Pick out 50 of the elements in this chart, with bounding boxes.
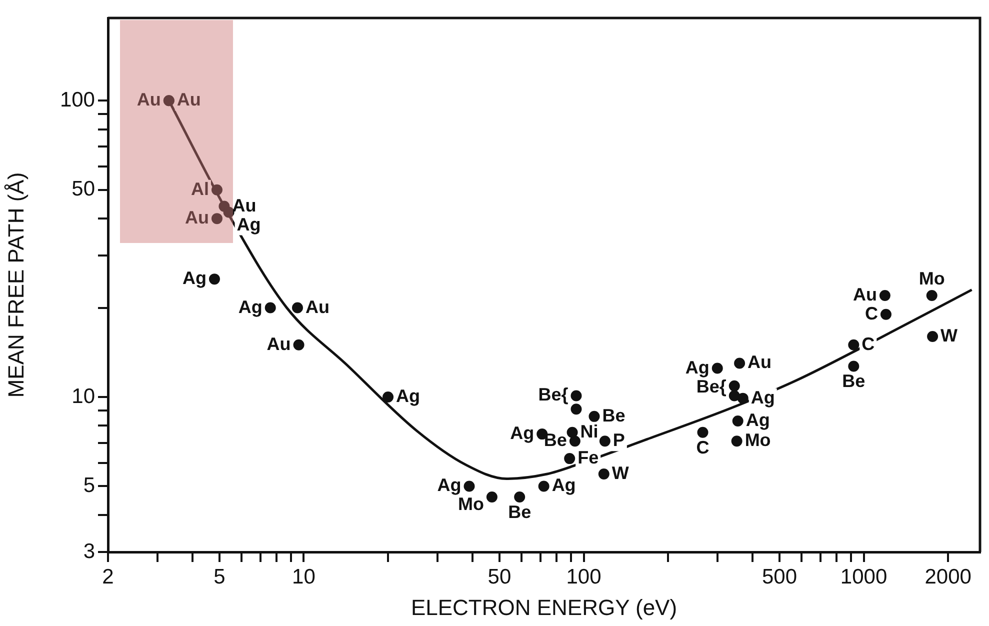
data-label: Au (176, 90, 201, 110)
data-label: C (696, 437, 710, 458)
data-label: Ag (396, 386, 420, 406)
data-label: Ag (238, 296, 262, 317)
data-label: Mo (744, 430, 771, 450)
data-label: Au (266, 334, 291, 354)
data-label: Be{ (538, 384, 568, 405)
data-label: Be (842, 371, 866, 392)
data-label: Au (232, 195, 256, 216)
data-label: Mo (458, 494, 484, 514)
data-label: Ni (580, 421, 598, 442)
data-label: Fe (578, 448, 599, 468)
data-label: W (612, 462, 629, 483)
data-label: Ag (236, 214, 261, 234)
data-label: Ag (510, 423, 534, 444)
data-label: Ag (750, 387, 775, 408)
data-label: C (864, 303, 878, 324)
data-label: Al (190, 178, 209, 199)
data-label: Be{ (696, 376, 726, 396)
data-label: W (940, 325, 958, 346)
data-label: Au (852, 284, 877, 304)
data-label: Ag (437, 475, 462, 496)
x-tick-label: 2000 (924, 565, 972, 588)
x-tick-label: 2 (102, 565, 114, 588)
x-tick-label: 500 (762, 565, 798, 588)
data-label: Be (508, 502, 532, 522)
y-tick-label: 50 (72, 178, 95, 201)
x-tick-label: 5 (214, 565, 226, 588)
x-axis-title: ELECTRON ENERGY (eV) (410, 594, 678, 620)
y-tick-label: 100 (60, 88, 95, 112)
y-tick-label: 10 (72, 384, 95, 408)
data-label: P (612, 430, 625, 450)
data-label: Ag (685, 357, 710, 378)
x-tick-label: 1000 (840, 565, 888, 588)
data-label: Au (136, 90, 161, 110)
x-tick-label: 100 (566, 565, 602, 588)
data-label: Au (748, 352, 772, 372)
y-tick-label: 5 (83, 474, 95, 498)
data-label: Mo (918, 268, 945, 288)
data-label: Ag (182, 268, 206, 288)
y-axis-title: MEAN FREE PATH (Å) (3, 172, 28, 398)
data-label: Au (184, 208, 209, 228)
y-tick-label: 3 (83, 540, 95, 563)
x-tick-label: 50 (488, 565, 512, 588)
data-label: Au (305, 296, 330, 317)
data-label: Be (602, 405, 626, 426)
x-tick-label: 10 (292, 565, 316, 588)
data-label: Ag (746, 410, 770, 430)
data-label: C (862, 334, 875, 354)
data-label: Ag (552, 475, 576, 496)
